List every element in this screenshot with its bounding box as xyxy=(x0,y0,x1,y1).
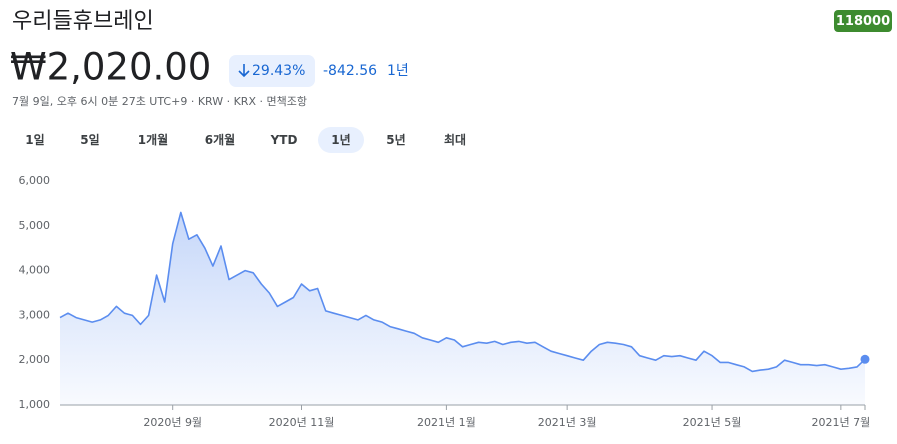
change-value: -842.56 xyxy=(323,63,377,79)
tab[interactable]: 5년 xyxy=(386,133,405,147)
meta: 7월 9일, 오후 6시 0분 27초 UTC+9 · KRW · KRX · … xyxy=(12,94,307,108)
tab[interactable]: 최대 xyxy=(444,132,466,147)
tab[interactable]: 1일 xyxy=(25,133,44,147)
tab[interactable]: 5일 xyxy=(80,133,99,147)
last-point xyxy=(860,354,870,364)
y-tick-label: 5,000 xyxy=(19,219,51,232)
tab[interactable]: YTD xyxy=(270,133,298,147)
ticker-badge xyxy=(834,10,892,32)
y-tick-label: 6,000 xyxy=(19,174,51,187)
tab[interactable]: 1년 xyxy=(331,133,350,147)
change-period: 1년 xyxy=(387,63,409,79)
change-percent: 29.43% xyxy=(252,63,305,79)
ticker: 118000 xyxy=(836,14,890,29)
price-line xyxy=(59,211,866,373)
x-tick-label: 2020년 9월 xyxy=(143,416,202,429)
tab[interactable]: 6개월 xyxy=(205,132,235,147)
x-tick-label: 2021년 5월 xyxy=(683,416,742,429)
x-tick-label: 2021년 3월 xyxy=(538,416,597,429)
area-fill xyxy=(60,212,865,405)
title: 우리들휴브레인 xyxy=(12,9,154,34)
tabs: 1일 5일 1개월 6개월 YTD 1년 5년 최대 xyxy=(25,127,466,153)
y-tick-label: 4,000 xyxy=(19,264,51,277)
change-pill xyxy=(229,55,315,87)
chart: 1,000 2,000 3,000 4,000 5,000 6,000 2020년 9월 20… xyxy=(19,174,871,429)
tab-selected-bg xyxy=(318,127,364,153)
price: ₩2,020.00 xyxy=(10,46,211,89)
y-tick-label: 3,000 xyxy=(19,308,51,321)
y-tick-label: 2,000 xyxy=(19,353,51,366)
x-tick-label: 2021년 1월 xyxy=(417,416,476,429)
down-arrow xyxy=(238,64,250,78)
x-tick-label: 2021년 7월 xyxy=(811,416,870,429)
y-tick-label: 1,000 xyxy=(19,398,51,411)
tab[interactable]: 1개월 xyxy=(138,132,168,147)
x-tick-label: 2020년 11월 xyxy=(269,416,335,429)
